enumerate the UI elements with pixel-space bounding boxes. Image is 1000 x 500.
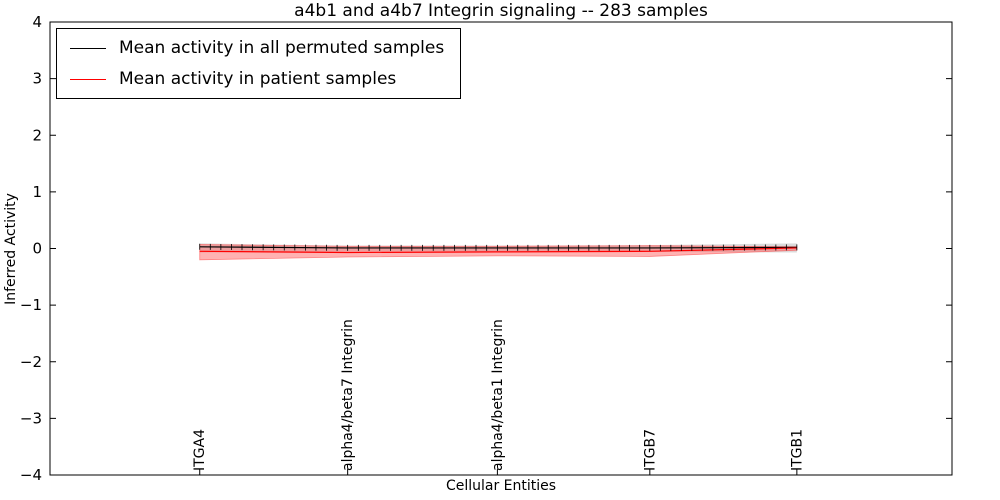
legend-item: Mean activity in all permuted samples: [70, 38, 444, 58]
y-axis-label: Inferred Activity: [3, 193, 19, 305]
x-axis-label: Cellular Entities: [445, 478, 557, 494]
x-tick-label: alpha4/beta7 Integrin: [340, 319, 356, 471]
sample-tick-markers: [199, 243, 798, 251]
y-tick-label: 1: [32, 183, 42, 201]
x-tick-label: ITGB7: [642, 429, 658, 471]
y-tick-label: −2: [20, 353, 42, 371]
legend-item: Mean activity in patient samples: [70, 69, 444, 89]
y-tick-label: −1: [20, 296, 42, 314]
x-tick-label: ITGB1: [789, 429, 805, 471]
y-tick-label: 0: [32, 240, 42, 258]
y-tick-label: −3: [20, 409, 42, 427]
x-tick-label: alpha4/beta1 Integrin: [490, 319, 506, 471]
x-tick-label: ITGA4: [192, 429, 208, 471]
y-tick-label: −4: [20, 466, 42, 484]
chart-title: a4b1 and a4b7 Integrin signaling -- 283 …: [294, 1, 708, 21]
legend-label: Mean activity in all permuted samples: [119, 38, 445, 58]
y-tick-label: 2: [32, 126, 42, 144]
legend-line-swatch: [70, 47, 106, 49]
y-tick-label: 3: [32, 70, 42, 88]
y-tick-label: 4: [32, 13, 42, 31]
legend-line-swatch: [70, 78, 106, 80]
legend-label: Mean activity in patient samples: [119, 69, 397, 89]
patient-mean-line: [199, 247, 797, 254]
legend: Mean activity in all permuted samples Mea…: [56, 28, 462, 99]
